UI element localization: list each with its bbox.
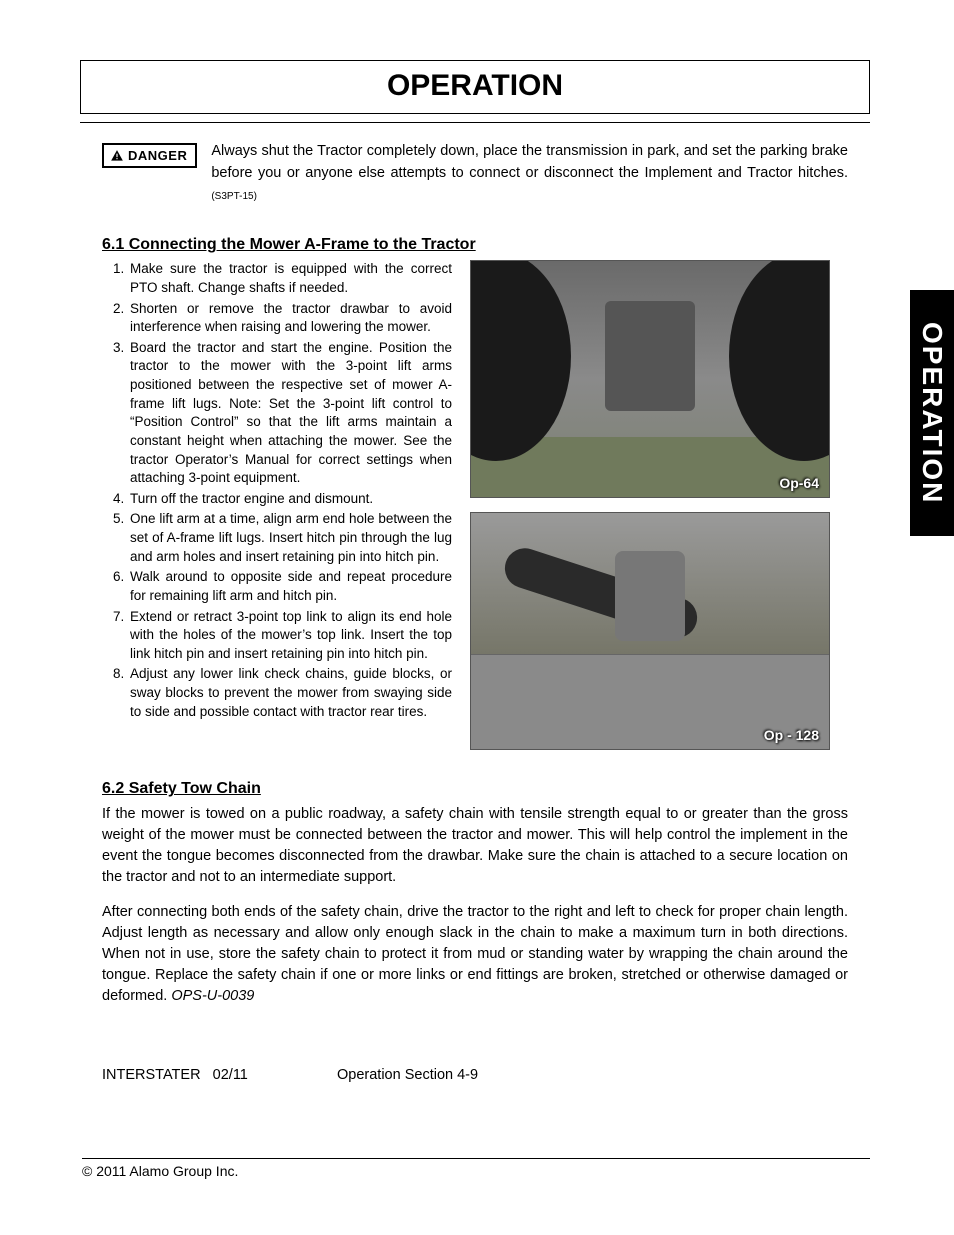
section-6-2-heading: 6.2 Safety Tow Chain (102, 780, 848, 798)
title-frame: OPERATION (80, 60, 870, 114)
step-4: Turn off the tractor engine and dismount… (128, 490, 452, 509)
copyright-line: © 2011 Alamo Group Inc. (82, 1158, 870, 1179)
step-2: Shorten or remove the tractor drawbar to… (128, 300, 452, 337)
danger-badge: DANGER (102, 143, 197, 168)
photo-op-128: Op - 128 (470, 512, 830, 750)
footer-section: Operation Section 4-9 (337, 1067, 478, 1083)
side-tab-label: OPERATION (916, 322, 948, 504)
title-box: OPERATION (81, 61, 869, 113)
content-frame: DANGER Always shut the Tractor completel… (80, 122, 870, 1123)
steps-list: Make sure the tractor is equipped with t… (102, 260, 452, 721)
step-6: Walk around to opposite side and repeat … (128, 568, 452, 605)
section-6-1-heading: 6.1 Connecting the Mower A-Frame to the … (102, 236, 848, 254)
photo2-hitch-pin (615, 551, 685, 641)
side-tab: OPERATION (910, 290, 954, 536)
photo2-label: Op - 128 (764, 727, 819, 743)
danger-text: Always shut the Tractor completely down,… (211, 141, 848, 206)
photo-op-64: Op-64 (470, 260, 830, 498)
step-3: Board the tractor and start the engine. … (128, 339, 452, 488)
photo1-label: Op-64 (779, 475, 819, 491)
danger-callout: DANGER Always shut the Tractor completel… (102, 141, 848, 206)
step-7: Extend or retract 3-point top link to al… (128, 608, 452, 664)
danger-body: Always shut the Tractor completely down,… (211, 143, 848, 181)
section-6-2-para1: If the mower is towed on a public roadwa… (102, 804, 848, 888)
step-5: One lift arm at a time, align arm end ho… (128, 510, 452, 566)
footer-model: INTERSTATER (102, 1067, 201, 1083)
photo1-right-tire (729, 260, 830, 461)
section-6-1-body: Make sure the tractor is equipped with t… (102, 260, 848, 750)
step-8: Adjust any lower link check chains, guid… (128, 665, 452, 721)
page-title: OPERATION (81, 69, 869, 103)
danger-label: DANGER (128, 148, 187, 163)
footer-date: 02/11 (213, 1067, 248, 1083)
section-6-2: 6.2 Safety Tow Chain If the mower is tow… (102, 780, 848, 1007)
photo1-left-tire (470, 260, 571, 461)
photo-column: Op-64 Op - 128 (470, 260, 848, 750)
section-6-2-para2: After connecting both ends of the safety… (102, 902, 848, 1007)
section-6-2-para2-ref: OPS-U-0039 (171, 988, 254, 1004)
footer-model-date: INTERSTATER 02/11 (102, 1067, 337, 1083)
warning-triangle-icon (110, 149, 124, 163)
danger-ref: (S3PT-15) (211, 191, 257, 202)
photo1-hitch (605, 301, 695, 411)
step-1: Make sure the tractor is equipped with t… (128, 260, 452, 297)
page-footer: INTERSTATER 02/11 Operation Section 4-9 (102, 1067, 848, 1083)
steps-column: Make sure the tractor is equipped with t… (102, 260, 452, 750)
